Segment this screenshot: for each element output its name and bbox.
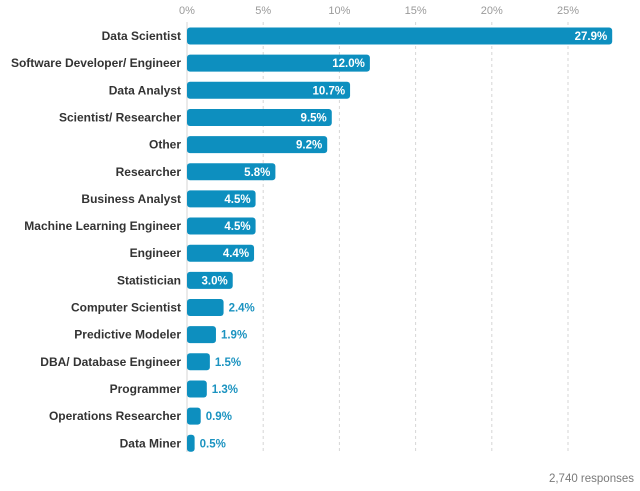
- category-label: Scientist/ Researcher: [59, 110, 181, 124]
- category-label: Data Miner: [120, 436, 182, 450]
- bar: [187, 271, 233, 289]
- category-label: Operations Researcher: [49, 409, 181, 423]
- value-label: 1.3%: [212, 384, 238, 396]
- value-labels: 27.9% 12.0% 10.7% 9.5% 9.2% 5.8% 4.5% 4.5% 4.4% 3…: [200, 31, 608, 450]
- value-label: 4.5%: [224, 221, 250, 233]
- value-label: 1.9%: [221, 330, 247, 342]
- value-label: 9.5%: [301, 112, 327, 124]
- value-label: 4.4%: [223, 248, 249, 260]
- category-label: Computer Scientist: [71, 301, 181, 315]
- category-label: Software Developer/ Engineer: [11, 56, 181, 70]
- value-label: 12.0%: [332, 58, 365, 70]
- value-label: 9.2%: [296, 140, 322, 152]
- value-label: 1.5%: [215, 357, 241, 369]
- bar: [187, 407, 201, 425]
- value-label: 27.9%: [575, 31, 608, 43]
- value-label: 2.4%: [229, 303, 255, 315]
- category-label: Other: [149, 138, 181, 152]
- category-label: DBA/ Database Engineer: [40, 355, 181, 369]
- bar: [187, 108, 332, 126]
- x-tick-label: 5%: [255, 5, 271, 17]
- bar: [187, 27, 613, 45]
- bar: [187, 81, 351, 99]
- category-label: Predictive Modeler: [74, 328, 181, 342]
- bar: [187, 434, 195, 452]
- x-tick-label: 15%: [405, 5, 427, 17]
- value-label: 10.7%: [312, 85, 345, 97]
- bar: [187, 163, 276, 181]
- category-label: Researcher: [116, 165, 182, 179]
- category-label: Data Scientist: [102, 29, 181, 43]
- bar: [187, 326, 216, 344]
- category-label: Business Analyst: [81, 192, 181, 206]
- bar: [187, 54, 370, 72]
- bar: [187, 353, 210, 371]
- category-labels: Data Scientist Software Developer/ Engine…: [11, 29, 181, 450]
- value-label: 5.8%: [244, 167, 270, 179]
- bar: [187, 244, 255, 262]
- bar: [187, 136, 328, 154]
- x-tick-label: 20%: [481, 5, 503, 17]
- category-label: Programmer: [110, 382, 182, 396]
- value-label: 4.5%: [224, 194, 250, 206]
- category-label: Engineer: [130, 246, 182, 260]
- bar: [187, 217, 256, 235]
- bar: [187, 190, 256, 208]
- x-axis-ticks: 0% 5% 10% 15% 20% 25%: [179, 5, 579, 17]
- value-label: 3.0%: [202, 275, 228, 287]
- x-tick-label: 25%: [557, 5, 579, 17]
- x-tick-label: 10%: [328, 5, 350, 17]
- value-label: 0.5%: [200, 438, 226, 450]
- category-label: Machine Learning Engineer: [24, 219, 181, 233]
- bars: [187, 27, 613, 452]
- response-count: 2,740 responses: [548, 473, 634, 485]
- category-label: Statistician: [117, 273, 181, 287]
- bar: [187, 299, 224, 316]
- bar: [187, 380, 207, 398]
- x-tick-label: 0%: [179, 5, 195, 17]
- category-label: Data Analyst: [109, 83, 181, 97]
- value-label: 0.9%: [206, 411, 232, 423]
